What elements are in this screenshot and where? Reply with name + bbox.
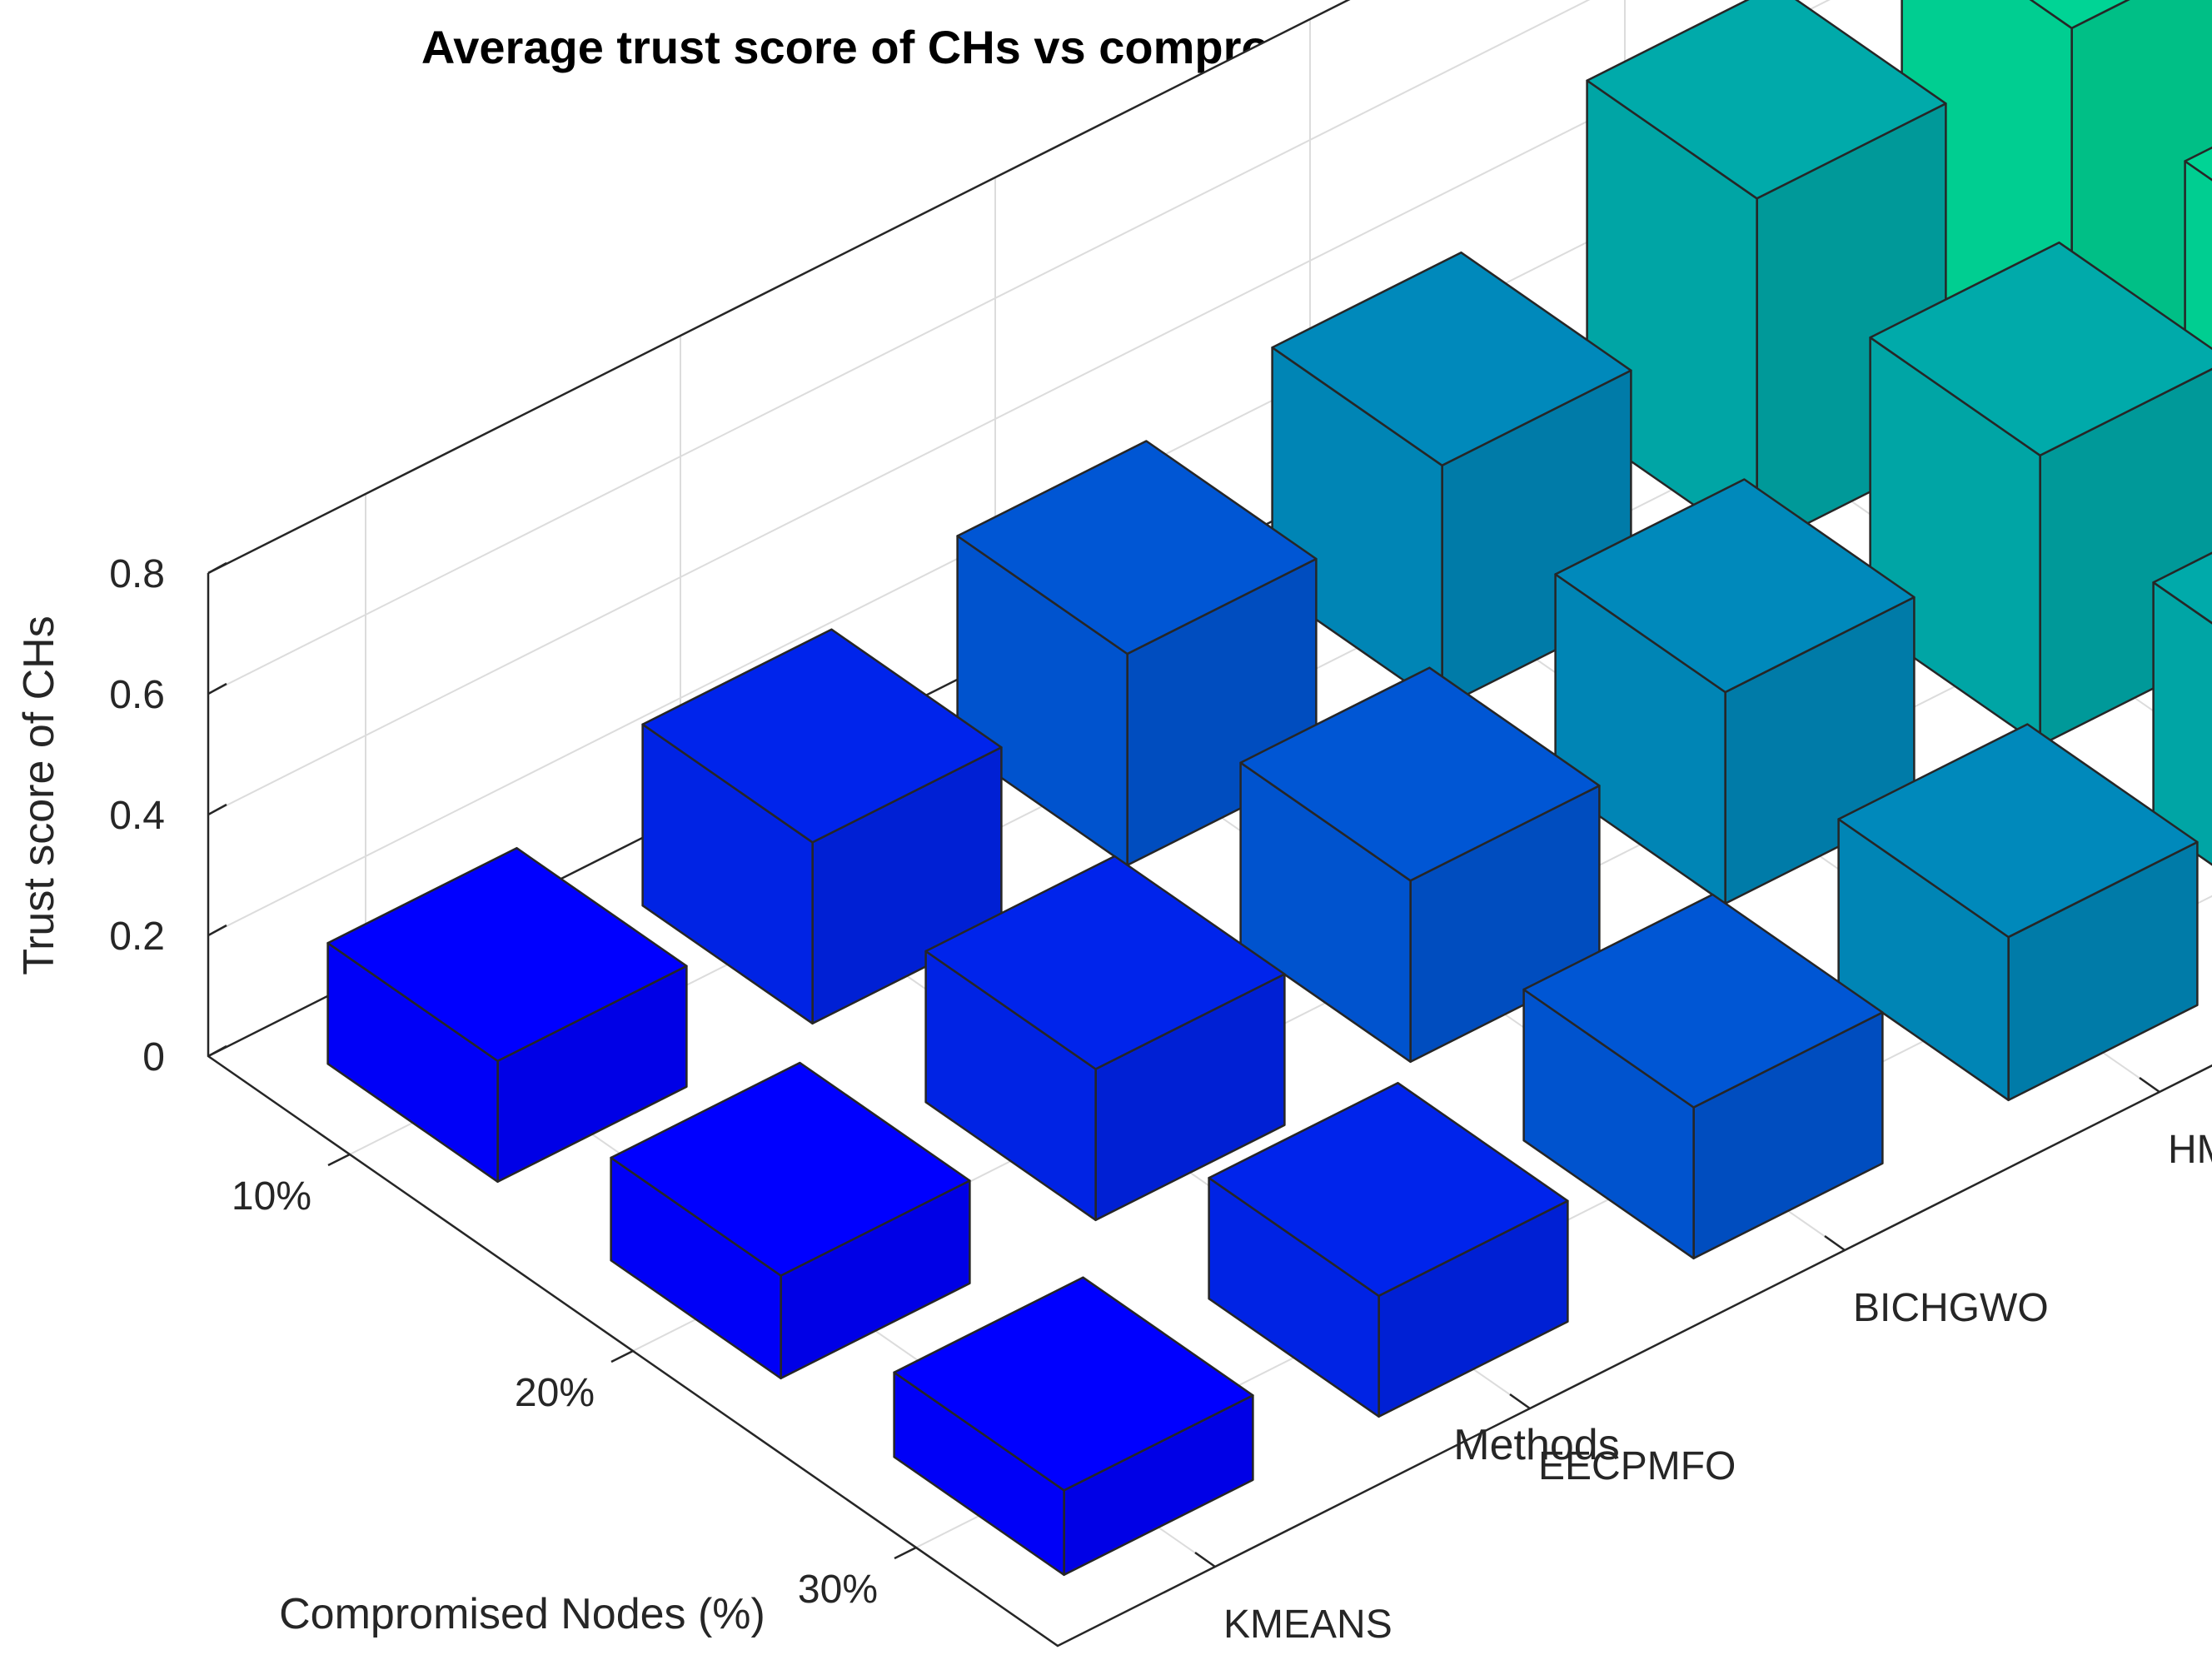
bar bbox=[2152, 551, 2212, 866]
bar bbox=[1837, 723, 2199, 1102]
bar-face bbox=[956, 440, 1318, 656]
z-tick bbox=[207, 682, 227, 695]
bars bbox=[326, 0, 2212, 1577]
method-tick-label: EECPMFO bbox=[1538, 1444, 1736, 1488]
z-tick-label: 0.2 bbox=[109, 915, 165, 959]
bar-face bbox=[1239, 666, 1601, 882]
bar-face bbox=[893, 1276, 1254, 1492]
z-tick-label: 0.6 bbox=[109, 673, 165, 717]
method-tick bbox=[1824, 1234, 1846, 1252]
z-tick bbox=[207, 1044, 227, 1058]
x-tick-label: 30% bbox=[798, 1568, 878, 1612]
z-tick bbox=[207, 561, 227, 575]
z-grid-line bbox=[207, 0, 1591, 695]
bar-face bbox=[1869, 241, 2212, 457]
bar-face bbox=[1586, 0, 1947, 200]
tick-labels: 0 0.2 0.4 0.6 0.8 10% 20% 30% KMEANS EECPMFO BICHG… bbox=[109, 552, 2212, 1647]
bar-face bbox=[610, 1061, 971, 1277]
bar-face bbox=[1522, 893, 1884, 1109]
bar-face bbox=[641, 628, 1003, 844]
z-grid-line bbox=[207, 0, 2071, 936]
bar-face bbox=[2184, 146, 2212, 182]
bar bbox=[1522, 893, 1884, 1260]
x-axis-label: Compromised Nodes (%) bbox=[279, 1590, 765, 1638]
bar-face bbox=[1208, 1081, 1569, 1298]
bar bbox=[641, 628, 1003, 1025]
method-tick bbox=[1194, 1551, 1216, 1568]
method-tick-label: BICHGWO bbox=[1853, 1286, 2049, 1330]
x-tick-label: 20% bbox=[515, 1371, 595, 1415]
z-grid-line bbox=[207, 0, 1831, 815]
bar bbox=[893, 1276, 1254, 1577]
z-tick-label: 0 bbox=[142, 1035, 165, 1079]
bar-face bbox=[2152, 551, 2212, 625]
z-tick-label: 0.4 bbox=[109, 794, 165, 838]
bar-face bbox=[1271, 251, 1632, 467]
bar bbox=[1239, 666, 1601, 1064]
x-tick bbox=[327, 1153, 351, 1167]
bar bbox=[924, 855, 1286, 1222]
bar-face bbox=[2029, 0, 2130, 30]
bar-face bbox=[924, 855, 1286, 1070]
method-tick-label: KMEANS bbox=[1223, 1603, 1392, 1647]
bar-face bbox=[1837, 723, 2199, 939]
z-tick bbox=[207, 924, 227, 937]
bar-face bbox=[326, 846, 688, 1063]
x-tick bbox=[610, 1349, 634, 1363]
z-tick bbox=[207, 803, 227, 816]
method-tick-label: HMGOC bbox=[2168, 1128, 2212, 1172]
z-tick-label: 0.8 bbox=[109, 552, 165, 596]
bar-face bbox=[1554, 478, 1916, 694]
bar bbox=[1208, 1081, 1569, 1418]
method-tick bbox=[1509, 1393, 1531, 1410]
method-tick bbox=[2139, 1076, 2160, 1094]
y-axis-label: Methods bbox=[1453, 1421, 1619, 1469]
z-axis-label: Trust score of CHs bbox=[15, 616, 63, 975]
bar bbox=[326, 846, 688, 1184]
x-tick-label: 10% bbox=[232, 1174, 311, 1219]
bar-face bbox=[2152, 581, 2212, 866]
top-edges bbox=[207, 0, 1351, 575]
x-tick bbox=[894, 1546, 917, 1560]
bar bbox=[610, 1061, 971, 1380]
